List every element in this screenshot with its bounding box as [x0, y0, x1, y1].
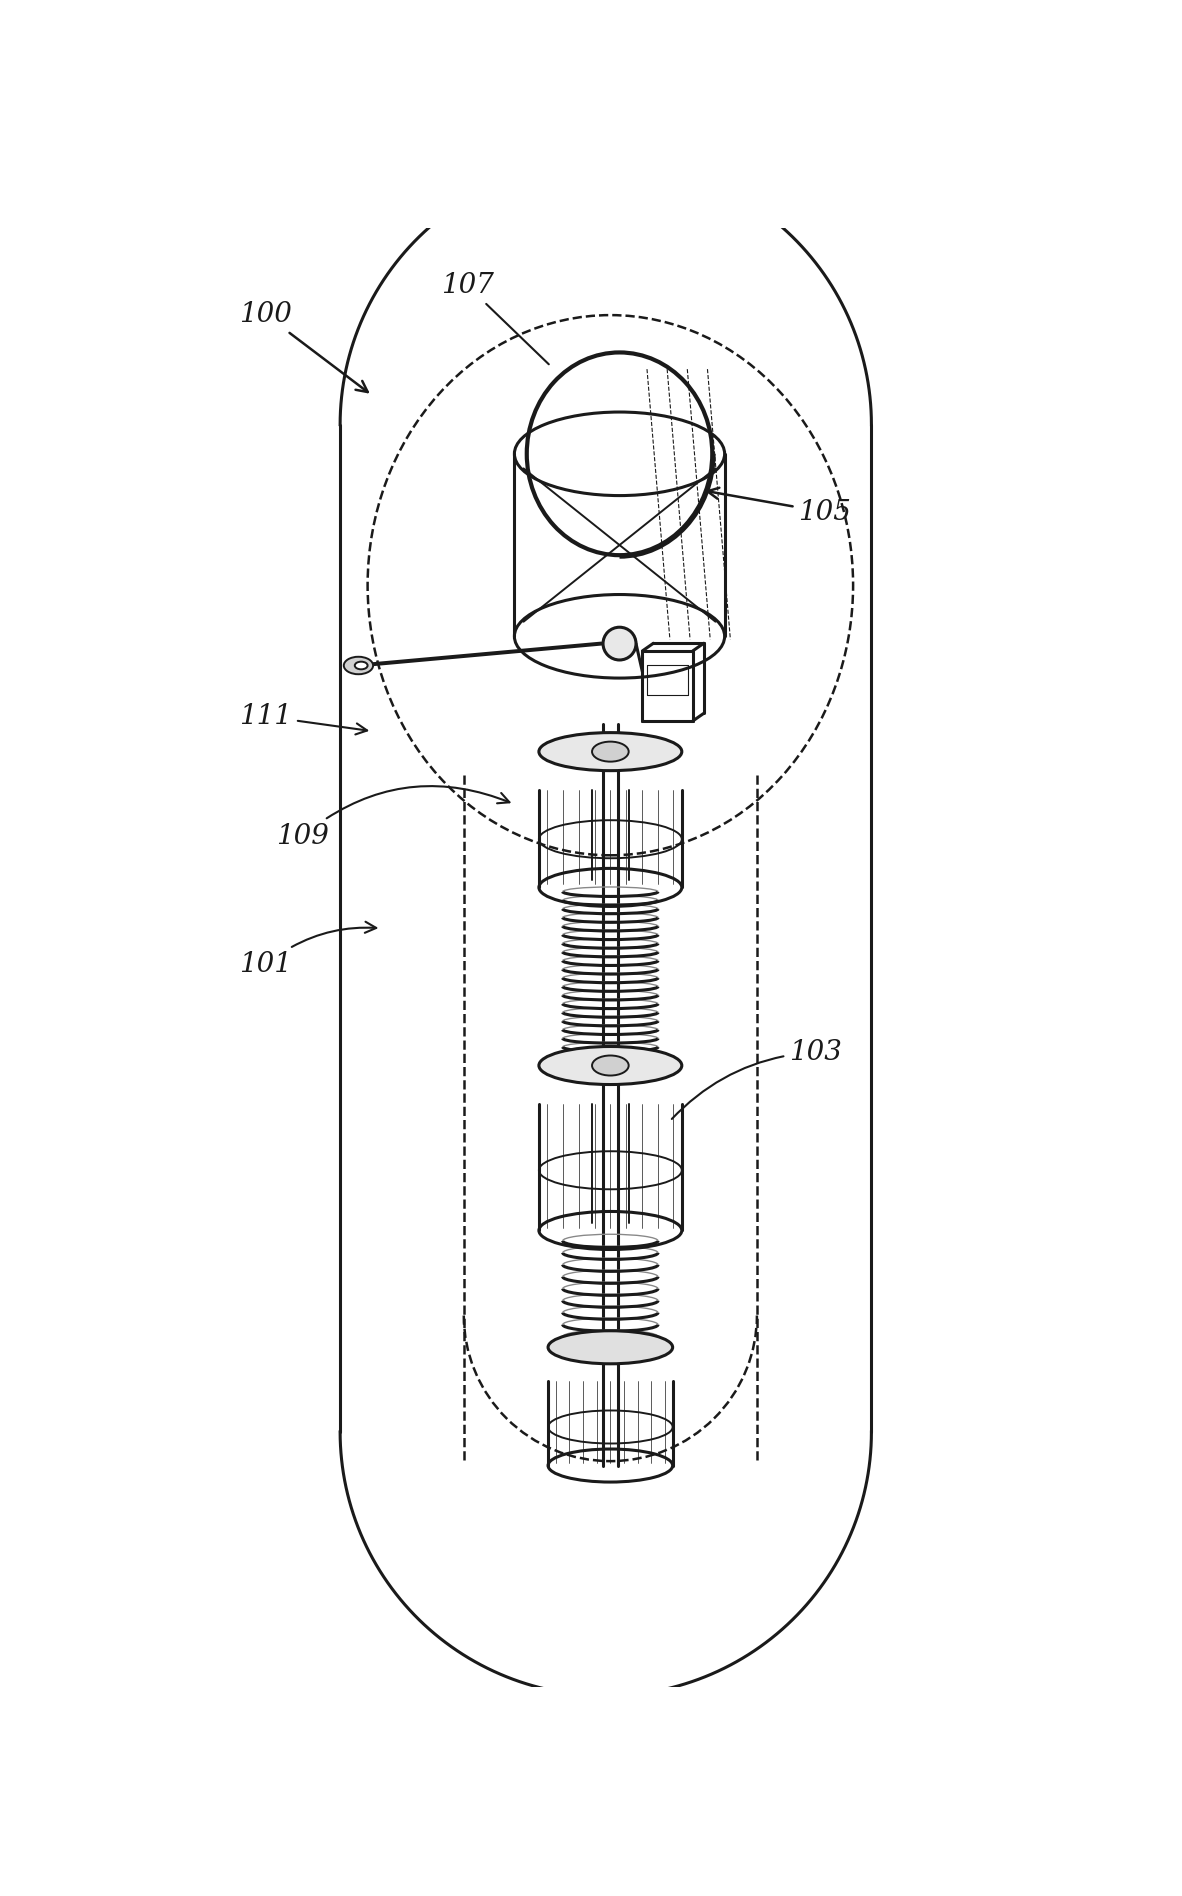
Ellipse shape: [592, 1056, 629, 1075]
Text: 103: 103: [671, 1039, 842, 1119]
Text: 101: 101: [239, 921, 376, 978]
Ellipse shape: [355, 662, 368, 669]
Ellipse shape: [548, 1331, 673, 1363]
Text: 107: 107: [441, 273, 548, 364]
Ellipse shape: [539, 732, 682, 770]
Ellipse shape: [344, 656, 374, 675]
Text: 105: 105: [708, 487, 851, 525]
Text: 109: 109: [277, 787, 509, 849]
Ellipse shape: [592, 741, 629, 762]
Text: 111: 111: [239, 703, 368, 734]
Ellipse shape: [603, 628, 636, 660]
Text: 100: 100: [239, 301, 368, 392]
Ellipse shape: [539, 1047, 682, 1085]
